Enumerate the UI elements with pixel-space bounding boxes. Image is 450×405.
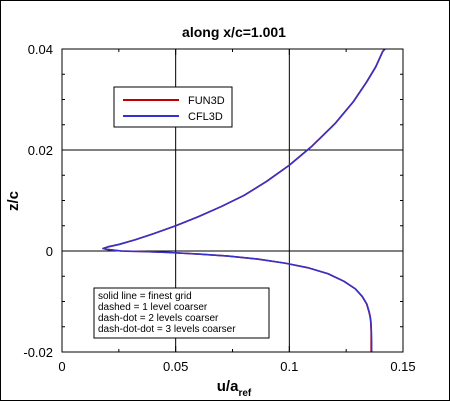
x-tick-label-2: 0.1 xyxy=(280,359,298,374)
tick-layer: 0 0.05 0.1 0.15 -0.02 0 0.02 0.04 xyxy=(23,42,415,374)
y-tick-label-1: 0 xyxy=(46,244,53,259)
y-tick-label-2: 0.02 xyxy=(28,143,53,158)
legend-label-cfl3d: CFL3D xyxy=(188,111,223,123)
y-tick-label-3: 0.04 xyxy=(28,42,53,57)
x-tick-label-3: 0.15 xyxy=(390,359,415,374)
annotation: solid line = finest grid dashed = 1 leve… xyxy=(93,287,270,339)
annotation-line-4: dash-dot-dot = 3 levels coarser xyxy=(98,324,236,335)
y-tick-label-0: -0.02 xyxy=(23,345,53,360)
series-layer xyxy=(102,48,386,352)
chart-title: along x/c=1.001 xyxy=(182,24,286,40)
annotation-box xyxy=(93,287,270,339)
annotation-line-2: dashed = 1 level coarser xyxy=(98,302,208,313)
x-axis-label-sub: ref xyxy=(238,388,251,399)
annotation-line-3: dash-dot = 2 levels coarser xyxy=(98,313,219,324)
annotation-line-1: solid line = finest grid xyxy=(98,291,192,302)
x-axis-label-main: u/a xyxy=(217,378,239,395)
y-axis-label: z/c xyxy=(5,191,22,211)
x-axis-label: u/aref xyxy=(217,378,252,399)
legend: FUN3D CFL3D xyxy=(113,86,233,128)
legend-box xyxy=(113,86,233,128)
x-tick-label-0: 0 xyxy=(58,359,65,374)
legend-label-fun3d: FUN3D xyxy=(188,95,225,107)
x-tick-label-1: 0.05 xyxy=(163,359,188,374)
series-line-cfl3d xyxy=(102,48,386,352)
